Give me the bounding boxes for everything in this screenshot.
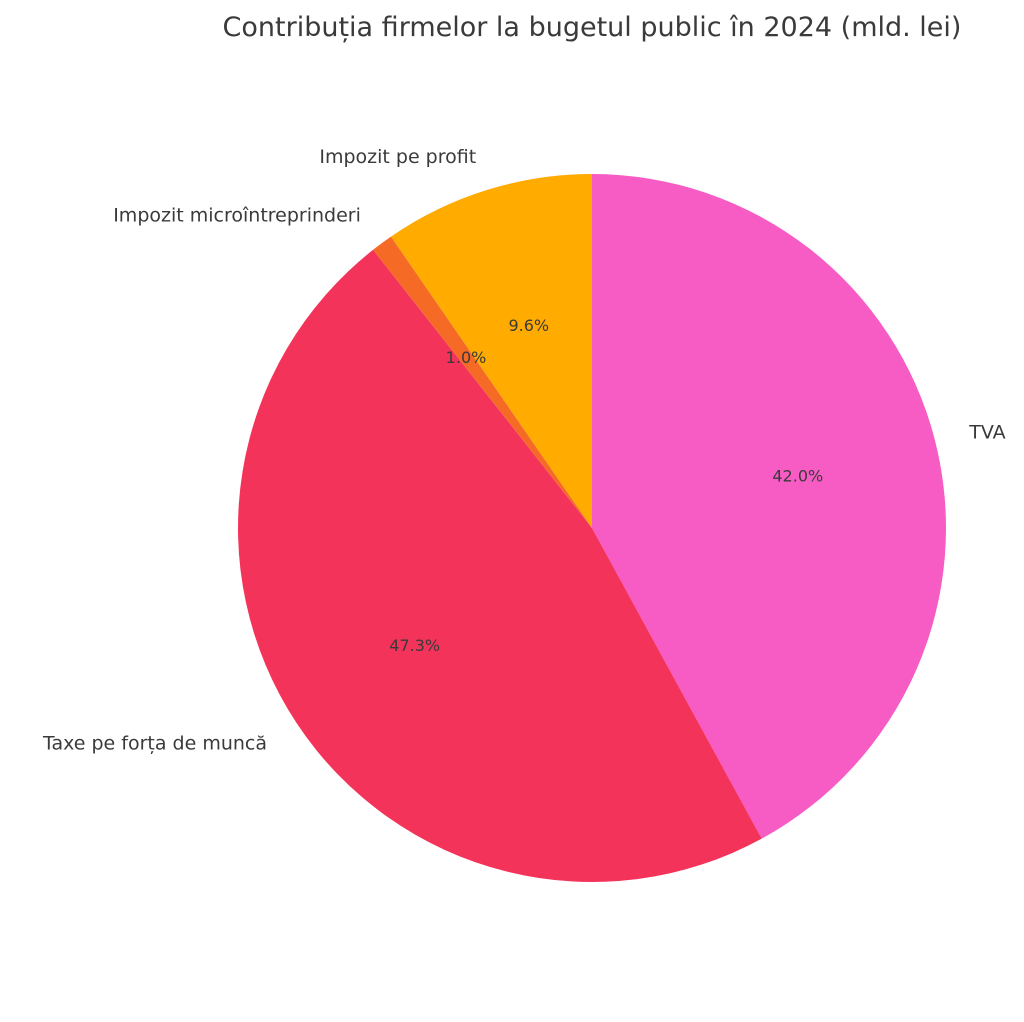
pie-slices bbox=[238, 174, 946, 882]
pie-percent-label-tva: 42.0% bbox=[772, 467, 823, 486]
pie-slice-taxe-pe-forta-de-munca bbox=[238, 249, 762, 882]
pie-slice-impozit-microintreprinderi bbox=[373, 236, 592, 528]
pie-percent-label-taxe-pe-forta-de-munca: 47.3% bbox=[389, 636, 440, 655]
chart-title: Contribuția firmelor la bugetul public î… bbox=[223, 12, 962, 43]
pie-labels: 42.0% TVA 47.3% Taxe pe forța de muncă 1.0% I… bbox=[42, 146, 1006, 754]
pie-category-label-tva: TVA bbox=[968, 422, 1005, 444]
pie-percent-label-impozit-microintreprinderi: 1.0% bbox=[446, 348, 487, 367]
pie-category-label-impozit-microintreprinderi: Impozit microîntreprinderi bbox=[113, 205, 361, 227]
pie-category-label-impozit-pe-profit: Impozit pe profit bbox=[319, 146, 476, 168]
pie-slice-tva bbox=[592, 174, 946, 839]
pie-slice-impozit-pe-profit bbox=[391, 174, 592, 528]
pie-category-label-taxe-pe-forta-de-munca: Taxe pe forța de muncă bbox=[42, 733, 267, 755]
pie-percent-label-impozit-pe-profit: 9.6% bbox=[508, 316, 549, 335]
